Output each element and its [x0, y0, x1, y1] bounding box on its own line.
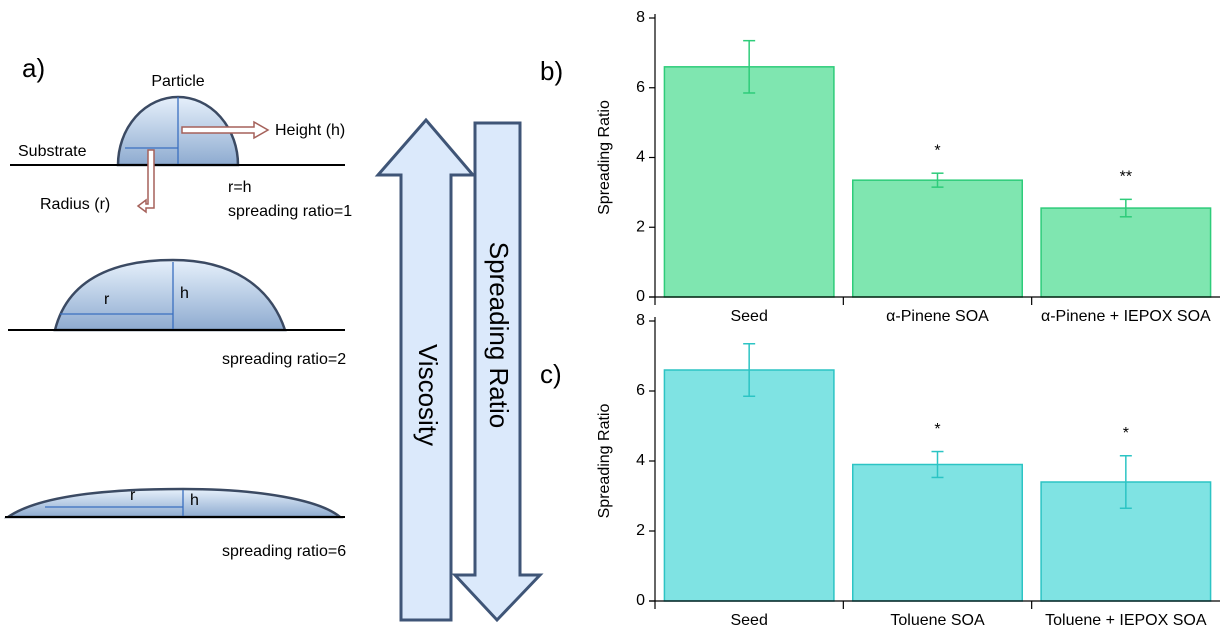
bar: [853, 465, 1023, 602]
drop: [8, 489, 340, 517]
radius-label: Radius (r): [40, 196, 110, 213]
particle-label: Particle: [151, 73, 204, 90]
y-axis-label: Spreading Ratio: [596, 404, 613, 519]
drop: [55, 260, 285, 330]
drop-text: h: [190, 492, 199, 509]
y-tick-label: 8: [636, 312, 645, 329]
drop-text: r: [130, 487, 136, 504]
y-tick-label: 4: [636, 452, 645, 469]
significance: **: [1120, 169, 1132, 186]
substrate-label: Substrate: [18, 143, 87, 160]
ratio-label: spreading ratio=6: [222, 543, 346, 560]
x-tick-label: Toluene + IEPOX SOA: [1045, 612, 1207, 626]
spreading-label: Spreading Ratio: [484, 242, 514, 428]
significance: *: [934, 421, 940, 438]
y-tick-label: 6: [636, 79, 645, 96]
x-tick-label: Seed: [730, 612, 767, 626]
bar: [664, 370, 834, 601]
diagram: a) Particle Substrate Height (h) Radius …: [5, 53, 540, 620]
y-tick-label: 0: [636, 288, 645, 305]
ratio-label: spreading ratio=1: [228, 203, 352, 220]
figure: a) Particle Substrate Height (h) Radius …: [0, 0, 1225, 626]
panel-label: c): [540, 359, 562, 389]
x-tick-label: α-Pinene + IEPOX SOA: [1041, 308, 1211, 325]
y-tick-label: 4: [636, 149, 645, 166]
x-tick-label: Toluene SOA: [890, 612, 985, 626]
ratio-label: spreading ratio=2: [222, 351, 346, 368]
bar: [664, 67, 834, 297]
height-label: Height (h): [275, 122, 345, 139]
drop-text: h: [180, 285, 189, 302]
viscosity-label: Viscosity: [413, 344, 443, 446]
bar: [853, 180, 1023, 297]
y-tick-label: 2: [636, 218, 645, 235]
drop-text: r: [104, 291, 110, 308]
panel-label: b): [540, 56, 563, 86]
x-tick-label: Seed: [730, 308, 767, 325]
significance: *: [934, 142, 940, 159]
drop-text: r=h: [228, 179, 252, 196]
panel-label: a): [22, 53, 45, 83]
y-axis-label: Spreading Ratio: [596, 100, 613, 215]
bar: [1041, 208, 1211, 297]
y-tick-label: 6: [636, 382, 645, 399]
y-tick-label: 2: [636, 522, 645, 539]
y-tick-label: 8: [636, 9, 645, 26]
y-tick-label: 0: [636, 592, 645, 609]
significance: *: [1123, 425, 1129, 442]
x-tick-label: α-Pinene SOA: [886, 308, 989, 325]
